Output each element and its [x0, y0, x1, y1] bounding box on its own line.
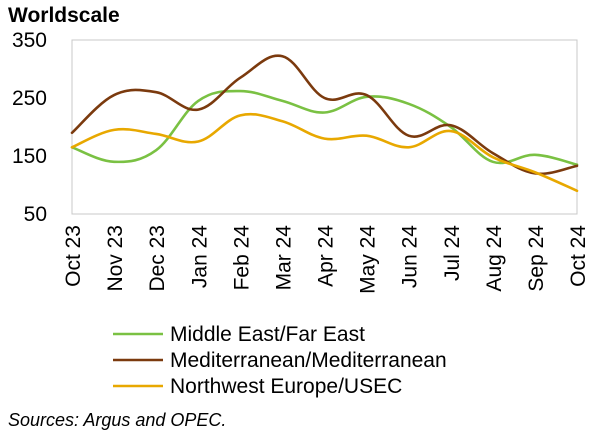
- series-lines: [70, 54, 579, 193]
- x-tick-label: Feb 24: [230, 225, 253, 291]
- legend: Middle East/Far East Mediterranean/Medite…: [113, 323, 447, 398]
- series-line-2: [70, 54, 579, 176]
- plot-area: [71, 39, 578, 215]
- y-axis-title: Worldscale: [8, 4, 120, 27]
- x-axis-ticks: Oct 23 Nov 23 Dec 23 Jan 24 Feb 24 Mar 24 Apr …: [62, 225, 590, 294]
- x-tick-label: Nov 23: [104, 225, 127, 292]
- x-tick-label: May 24: [357, 225, 380, 294]
- series-line-1: [70, 89, 579, 166]
- legend-label: Middle East/Far East: [170, 323, 365, 346]
- y-tick-label: 250: [12, 87, 47, 110]
- x-tick-label: Mar 24: [272, 225, 295, 291]
- y-tick-label: 50: [24, 203, 47, 226]
- x-tick-label: Dec 23: [146, 225, 169, 292]
- x-tick-label: Oct 24: [567, 225, 590, 287]
- x-tick-label: Apr 24: [315, 225, 338, 287]
- source-note: Sources: Argus and OPEC.: [8, 410, 226, 430]
- x-tick-label: Aug 24: [483, 225, 506, 292]
- legend-label: Mediterranean/Mediterranean: [170, 349, 447, 372]
- x-tick-label: Sep 24: [525, 225, 548, 292]
- x-tick-label: Oct 23: [62, 225, 85, 287]
- y-tick-label: 150: [12, 145, 47, 168]
- series-line-3: [70, 112, 579, 193]
- y-tick-label: 350: [12, 29, 47, 52]
- x-tick-label: Jul 24: [441, 225, 464, 281]
- legend-label: Northwest Europe/USEC: [170, 375, 402, 398]
- x-tick-label: Jun 24: [399, 225, 422, 288]
- y-axis-ticks: 50 150 250 350: [12, 29, 47, 226]
- x-tick-label: Jan 24: [188, 225, 211, 288]
